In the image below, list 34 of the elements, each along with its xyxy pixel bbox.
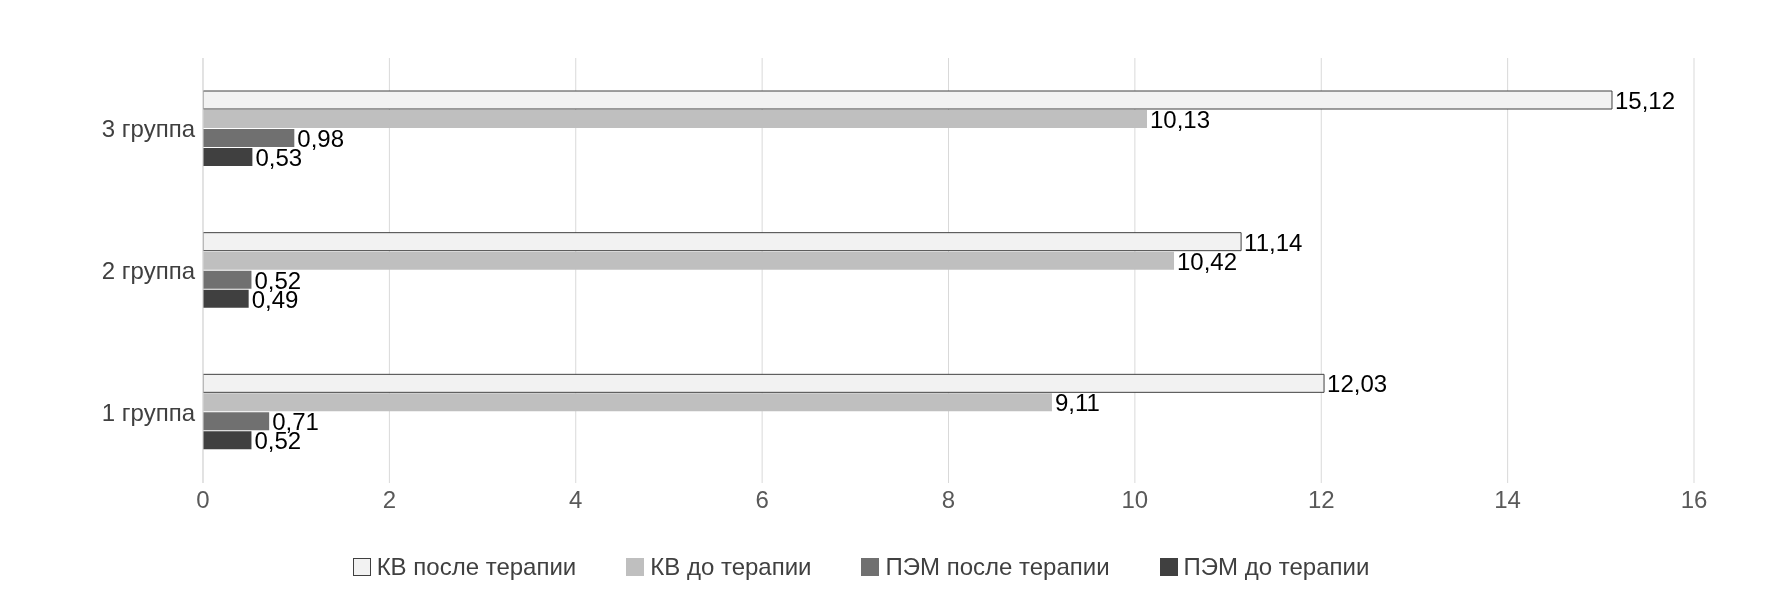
- x-tick-label: 2: [382, 486, 397, 514]
- bar: [203, 393, 1052, 412]
- bar: [203, 270, 252, 289]
- x-tick-label: 14: [1494, 486, 1521, 514]
- bar: [203, 412, 270, 431]
- y-tick-label: 1 группа: [101, 398, 196, 426]
- bar: [203, 90, 1613, 110]
- x-tick-label: 10: [1121, 486, 1149, 514]
- data-label: 15,12: [1614, 87, 1676, 114]
- bar: [203, 431, 252, 450]
- data-label: 11,14: [1244, 228, 1303, 256]
- legend-label: КВ до терапии: [650, 553, 812, 581]
- legend-label: ПЭМ после терапии: [885, 553, 1110, 581]
- data-label: 9,11: [1054, 389, 1100, 417]
- legend-label: ПЭМ до терапии: [1183, 553, 1370, 581]
- data-label: 12,03: [1327, 370, 1388, 398]
- y-tick-label: 2 группа: [101, 257, 196, 285]
- bar: [203, 251, 1175, 270]
- legend-label: КВ после терапии: [376, 553, 577, 581]
- bar: [203, 232, 1242, 252]
- bar: [203, 289, 249, 308]
- x-tick-label: 6: [755, 486, 769, 514]
- x-tick-label: 0: [196, 486, 210, 514]
- bar: [203, 110, 1147, 128]
- x-tick-label: 4: [569, 486, 583, 514]
- data-label: 10,42: [1177, 247, 1238, 275]
- x-tick-label: 8: [941, 486, 956, 514]
- bar: [203, 373, 1325, 393]
- y-tick-label: 3 группа: [101, 115, 196, 143]
- bar: [203, 129, 295, 147]
- x-tick-label: 12: [1307, 486, 1335, 514]
- bar: [203, 148, 253, 166]
- x-tick-label: 16: [1680, 486, 1708, 514]
- data-label: 10,13: [1149, 106, 1211, 133]
